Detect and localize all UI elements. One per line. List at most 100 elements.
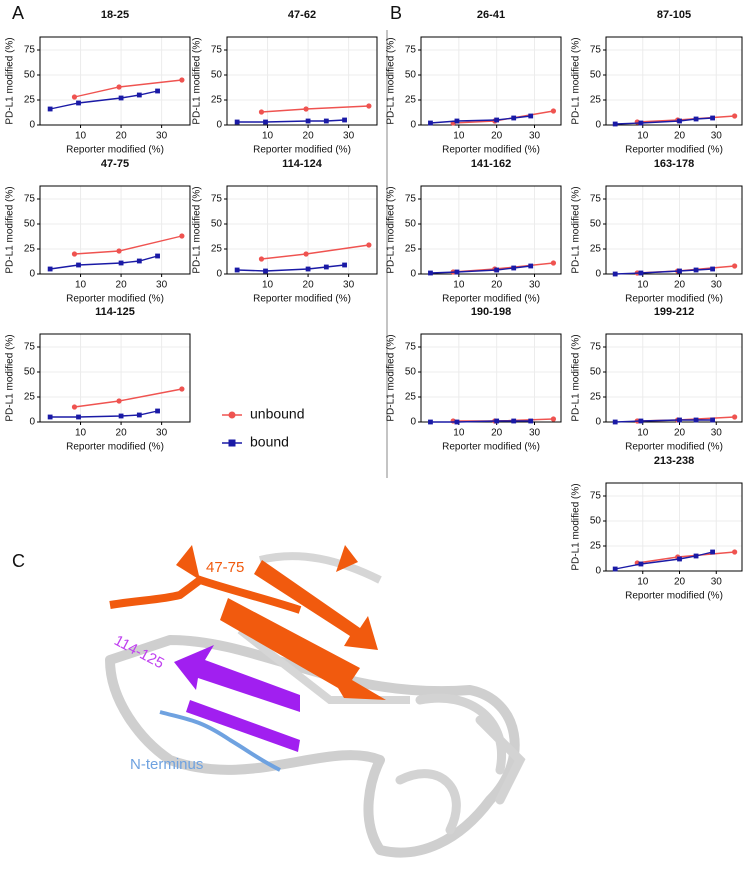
marker <box>71 94 78 100</box>
marker <box>710 549 715 555</box>
y-axis-label: PD-L1 modified (%) <box>386 334 397 421</box>
y-tick-label: 0 <box>29 269 35 280</box>
marker <box>428 270 433 276</box>
y-tick-label: 50 <box>24 219 36 230</box>
y-tick-label: 75 <box>24 45 36 56</box>
plot-frame <box>420 36 562 126</box>
y-tick-label: 0 <box>410 120 416 131</box>
marker <box>528 113 534 119</box>
x-axis-label: Reporter modified (%) <box>66 294 164 305</box>
x-tick-label: 10 <box>453 428 465 439</box>
series-line <box>74 388 183 408</box>
y-tick-label: 75 <box>405 45 417 56</box>
plot-frame <box>226 36 378 126</box>
legend-label: unbound <box>250 406 305 422</box>
y-tick-label: 50 <box>590 367 602 378</box>
x-tick-label: 30 <box>156 131 168 142</box>
y-tick-label: 25 <box>24 95 36 106</box>
marker <box>638 120 644 126</box>
marker <box>528 418 534 424</box>
marker <box>612 419 618 425</box>
x-axis-label: Reporter modified (%) <box>253 294 351 305</box>
panel-label: C <box>12 551 25 571</box>
x-axis-label: Reporter modified (%) <box>625 442 723 453</box>
y-tick-label: 50 <box>24 70 36 81</box>
x-tick-label: 10 <box>262 131 274 142</box>
x-tick-label: 30 <box>711 131 723 142</box>
marker <box>677 556 682 562</box>
x-tick-label: 20 <box>116 428 128 439</box>
marker <box>342 262 347 268</box>
marker <box>732 549 738 555</box>
marker <box>428 120 433 126</box>
x-tick-label: 30 <box>156 280 168 291</box>
chart: 213-238 0 25 50 75 10 20 30 Reporter modified (%… <box>571 455 743 602</box>
marker <box>179 77 185 83</box>
marker <box>179 386 185 392</box>
marker <box>677 417 682 423</box>
marker <box>693 116 699 122</box>
panel-label: B <box>390 3 402 23</box>
structure-label: 47-75 <box>206 559 244 576</box>
marker <box>76 414 81 420</box>
chart: 114-124 0 25 50 75 10 20 30 Reporter modified (%… <box>192 158 378 305</box>
y-tick-label: 0 <box>29 120 35 131</box>
x-axis-label: Reporter modified (%) <box>625 294 723 305</box>
series-line <box>637 115 735 123</box>
marker <box>263 119 268 125</box>
x-tick-label: 10 <box>453 280 465 291</box>
marker <box>612 271 618 277</box>
plot-frame <box>605 482 743 572</box>
x-tick-label: 20 <box>491 280 503 291</box>
x-tick-label: 20 <box>491 131 503 142</box>
y-tick-label: 75 <box>590 194 602 205</box>
y-tick-label: 25 <box>211 95 223 106</box>
x-tick-label: 30 <box>343 131 355 142</box>
marker <box>494 418 500 424</box>
chart-title: 47-75 <box>101 158 129 170</box>
y-axis-label: PD-L1 modified (%) <box>571 37 582 124</box>
y-axis-label: PD-L1 modified (%) <box>192 37 203 124</box>
x-tick-label: 30 <box>711 428 723 439</box>
y-tick-label: 75 <box>405 194 417 205</box>
chart: 26-41 0 25 50 75 10 20 30 Reporter modified (%) P… <box>386 9 562 156</box>
plot-frame <box>39 333 191 423</box>
y-tick-label: 0 <box>595 566 601 577</box>
series-line <box>453 262 554 273</box>
x-tick-label: 10 <box>453 131 465 142</box>
x-tick-label: 30 <box>711 280 723 291</box>
chart-title: 141-162 <box>471 158 511 170</box>
x-tick-label: 30 <box>343 280 355 291</box>
marker <box>305 266 311 272</box>
marker <box>550 108 557 114</box>
marker <box>693 553 699 559</box>
y-tick-label: 75 <box>405 342 417 353</box>
x-tick-label: 10 <box>637 577 649 588</box>
marker <box>155 408 160 414</box>
y-tick-label: 0 <box>216 120 222 131</box>
y-axis-label: PD-L1 modified (%) <box>192 186 203 273</box>
marker <box>136 92 142 98</box>
y-tick-label: 50 <box>590 219 602 230</box>
marker <box>732 414 738 420</box>
y-tick-label: 75 <box>590 491 602 502</box>
marker <box>550 416 557 422</box>
chart: 163-178 0 25 50 75 10 20 30 Reporter modified (%… <box>571 158 743 305</box>
y-tick-label: 25 <box>405 95 417 106</box>
marker <box>454 118 460 124</box>
panel-label: A <box>12 3 24 23</box>
x-tick-label: 20 <box>116 131 128 142</box>
marker <box>71 404 78 410</box>
x-axis-label: Reporter modified (%) <box>625 591 723 602</box>
plot-frame <box>226 185 378 275</box>
plot-frame <box>605 36 743 126</box>
marker <box>303 106 309 112</box>
marker <box>693 417 699 423</box>
marker <box>511 418 517 424</box>
y-tick-label: 50 <box>211 219 223 230</box>
marker <box>47 414 53 420</box>
marker <box>710 266 715 272</box>
y-tick-label: 25 <box>590 244 602 255</box>
x-tick-label: 30 <box>529 131 541 142</box>
